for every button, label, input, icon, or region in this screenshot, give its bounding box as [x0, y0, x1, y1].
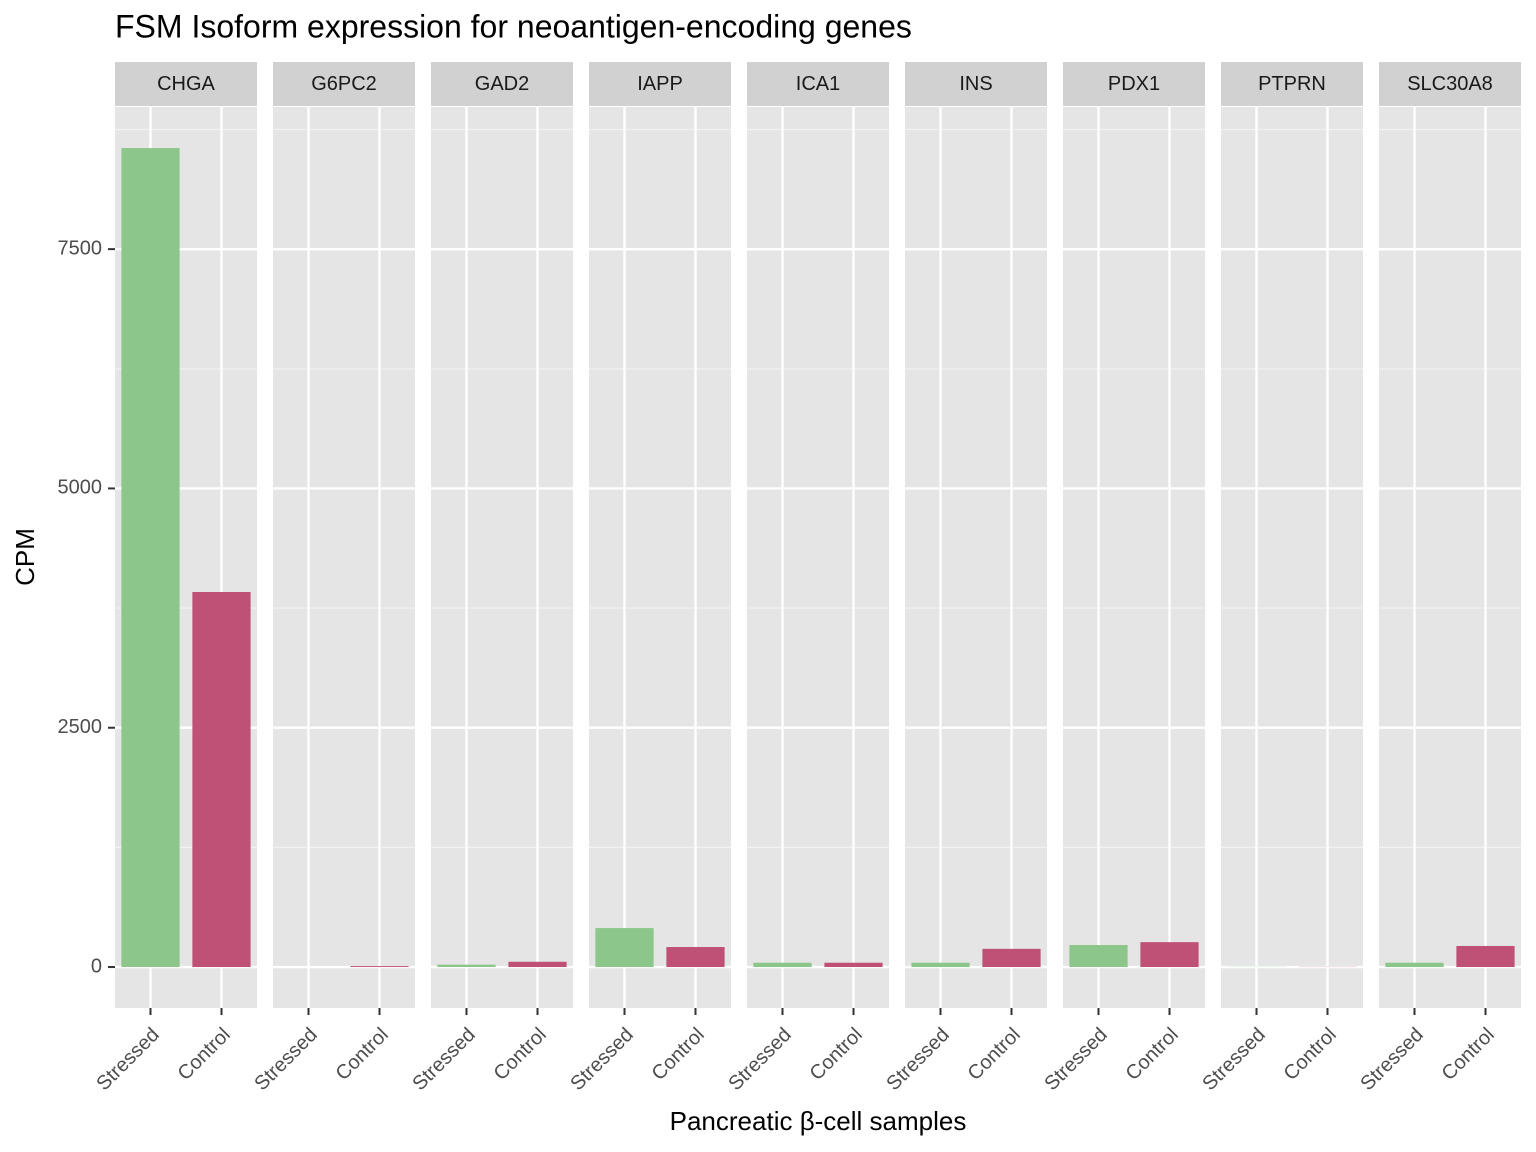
facet-label: ICA1 — [796, 73, 840, 95]
facet-label: SLC30A8 — [1407, 73, 1493, 95]
x-tick-label: Stressed — [408, 1024, 479, 1095]
x-tick-label: Control — [1122, 1024, 1183, 1085]
x-axis-label: Pancreatic β-cell samples — [670, 1106, 967, 1136]
x-tick-label: Stressed — [882, 1024, 953, 1095]
y-axis-label: CPM — [10, 528, 40, 586]
bar — [1140, 942, 1199, 968]
bar — [508, 961, 567, 968]
x-tick-label: Control — [648, 1024, 709, 1085]
facet-strip — [1221, 62, 1363, 106]
x-tick-label: Control — [332, 1024, 393, 1085]
x-tick-label: Control — [174, 1024, 235, 1085]
facet-label: CHGA — [157, 73, 215, 95]
x-tick-label: Control — [964, 1024, 1025, 1085]
y-tick-label: 5000 — [58, 477, 103, 499]
chart-title: FSM Isoform expression for neoantigen-en… — [115, 8, 912, 44]
bar — [350, 966, 409, 968]
facet-label: IAPP — [637, 73, 683, 95]
panel-background — [747, 107, 889, 1008]
y-tick-label: 2500 — [58, 716, 103, 738]
x-tick-label: Control — [1280, 1024, 1341, 1085]
bar — [753, 962, 812, 968]
panel-background — [589, 107, 731, 1008]
x-tick-label: Stressed — [250, 1024, 321, 1095]
facet-strip — [905, 62, 1047, 106]
bar — [666, 947, 725, 968]
bar — [595, 928, 654, 968]
x-tick-label: Control — [1438, 1024, 1499, 1085]
x-tick-label: Stressed — [1040, 1024, 1111, 1095]
bar — [1456, 945, 1515, 968]
y-tick-label: 7500 — [58, 237, 103, 259]
bar — [192, 592, 251, 968]
bar — [911, 962, 970, 968]
facet-strip — [431, 62, 573, 106]
facet-strip — [1063, 62, 1205, 106]
x-tick-label: Control — [490, 1024, 551, 1085]
bar — [437, 964, 496, 968]
y-tick-label: 0 — [91, 955, 102, 977]
x-tick-label: Stressed — [92, 1024, 163, 1095]
facet-strip — [747, 62, 889, 106]
bar — [1385, 962, 1444, 968]
panel-background — [1379, 107, 1521, 1008]
bar — [824, 962, 883, 968]
facet-label: G6PC2 — [311, 73, 377, 95]
x-tick-label: Stressed — [566, 1024, 637, 1095]
bar — [982, 948, 1041, 968]
x-tick-label: Stressed — [1356, 1024, 1427, 1095]
facet-strip — [1379, 62, 1521, 106]
facet-label: GAD2 — [475, 73, 529, 95]
facet-strip — [115, 62, 257, 106]
x-tick-label: Control — [806, 1024, 867, 1085]
panel-background — [1063, 107, 1205, 1008]
x-tick-label: Stressed — [1198, 1024, 1269, 1095]
facet-strip — [589, 62, 731, 106]
panel-background — [431, 107, 573, 1008]
bar — [121, 148, 180, 968]
panel-background — [1221, 107, 1363, 1008]
facet-label: INS — [959, 73, 992, 95]
facet-strip — [273, 62, 415, 106]
bar — [1069, 945, 1128, 968]
panel-background — [273, 107, 415, 1008]
facet-label: PTPRN — [1258, 73, 1326, 95]
facet-label: PDX1 — [1108, 73, 1160, 95]
x-tick-label: Stressed — [724, 1024, 795, 1095]
panel-background — [905, 107, 1047, 1008]
